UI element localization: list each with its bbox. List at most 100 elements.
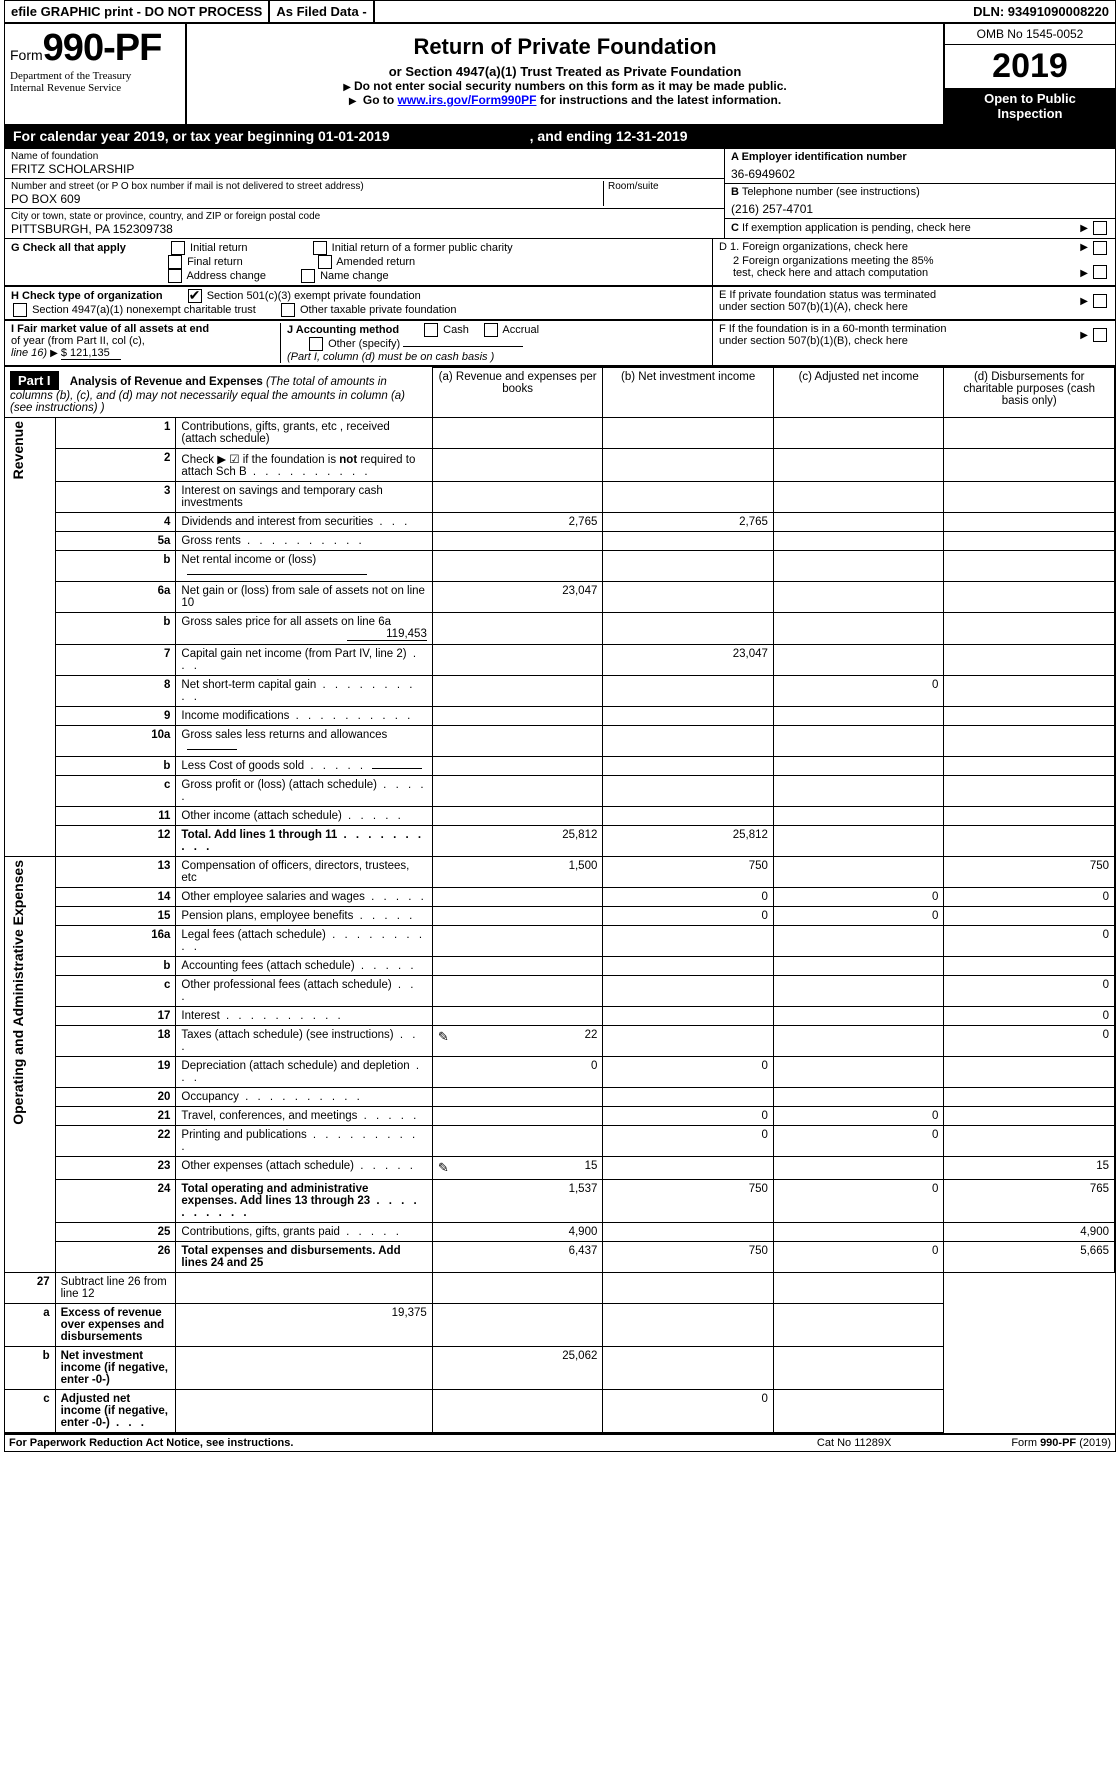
cell-c: 0 <box>603 1389 774 1432</box>
row-num: 14 <box>55 887 176 906</box>
cell-a <box>176 1272 432 1303</box>
row-num: 26 <box>55 1241 176 1272</box>
row-num: c <box>55 975 176 1006</box>
cell-c <box>773 481 944 512</box>
row-desc: Net investment income (if negative, ente… <box>55 1346 176 1389</box>
row-desc: Check ▶ ☑ if the foundation is not requi… <box>176 448 432 481</box>
cell-b <box>603 1006 774 1025</box>
header-row: Form990-PF Department of the Treasury In… <box>5 24 1115 124</box>
row-num: 18 <box>55 1025 176 1056</box>
table-row: 2Check ▶ ☑ if the foundation is not requ… <box>5 448 1115 481</box>
cell-dd <box>944 675 1115 706</box>
cell-b: 0 <box>603 906 774 925</box>
cell-dd <box>944 550 1115 581</box>
page-footer: For Paperwork Reduction Act Notice, see … <box>5 1433 1115 1451</box>
cell-dd <box>944 448 1115 481</box>
phone-value: (216) 257-4701 <box>731 198 1109 216</box>
cell-c <box>773 1025 944 1056</box>
i-label: I Fair market value of all assets at end <box>11 323 209 335</box>
fmv-value: $ 121,135 <box>61 347 121 360</box>
cell-dd <box>944 417 1115 448</box>
cell-dd: 15 <box>944 1156 1115 1179</box>
table-row: bNet investment income (if negative, ent… <box>5 1346 1115 1389</box>
h-4947-checkbox[interactable] <box>13 303 27 317</box>
cell-a <box>432 806 603 825</box>
d2-checkbox[interactable] <box>1093 265 1107 279</box>
cell-b: 25,062 <box>432 1346 603 1389</box>
row-num: 17 <box>55 1006 176 1025</box>
cell-c <box>773 806 944 825</box>
j-other-checkbox[interactable] <box>309 337 323 351</box>
table-row: 23Other expenses (attach schedule)✎1515 <box>5 1156 1115 1179</box>
dln-label: DLN: 93491090008220 <box>967 1 1115 22</box>
irs-link[interactable]: www.irs.gov/Form990PF <box>398 93 537 107</box>
footer-right: Form 990-PF (2019) <box>1011 1437 1111 1449</box>
cell-dd <box>944 756 1115 775</box>
irs-label: Internal Revenue Service <box>10 82 180 94</box>
city-value: PITTSBURGH, PA 152309738 <box>11 222 718 236</box>
cell-dd: 0 <box>944 925 1115 956</box>
cell-a <box>176 1389 432 1432</box>
cell-dd <box>944 1056 1115 1087</box>
row-num: 24 <box>55 1179 176 1222</box>
f-checkbox[interactable] <box>1093 328 1107 342</box>
cell-a: 6,437 <box>432 1241 603 1272</box>
e-checkbox[interactable] <box>1093 294 1107 308</box>
table-row: bLess Cost of goods sold <box>5 756 1115 775</box>
row-num: 3 <box>55 481 176 512</box>
cell-dd: 0 <box>944 887 1115 906</box>
calendar-year-bar: For calendar year 2019, or tax year begi… <box>5 124 1115 148</box>
attachment-icon: ✎ <box>438 1029 449 1045</box>
row-desc: Legal fees (attach schedule) <box>176 925 432 956</box>
table-row: 22Printing and publications00 <box>5 1125 1115 1156</box>
g-name-checkbox[interactable] <box>301 269 315 283</box>
cell-dd <box>944 956 1115 975</box>
row-num: b <box>55 956 176 975</box>
g-final-checkbox[interactable] <box>168 255 182 269</box>
row-num: 11 <box>55 806 176 825</box>
row-num: 15 <box>55 906 176 925</box>
cell-c <box>773 1087 944 1106</box>
addr-label: Number and street (or P O box number if … <box>11 181 603 192</box>
cell-c: 0 <box>773 887 944 906</box>
g-amended-checkbox[interactable] <box>318 255 332 269</box>
cell-dd <box>773 1272 944 1303</box>
cell-dd <box>944 825 1115 856</box>
cell-b <box>432 1272 603 1303</box>
j-cash-checkbox[interactable] <box>424 323 438 337</box>
cell-a <box>432 481 603 512</box>
row-desc: Net short-term capital gain <box>176 675 432 706</box>
pending-checkbox[interactable] <box>1093 221 1107 235</box>
row-num: a <box>5 1303 55 1346</box>
d1-checkbox[interactable] <box>1093 241 1107 255</box>
g-address-checkbox[interactable] <box>168 269 182 283</box>
row-desc: Taxes (attach schedule) (see instruction… <box>176 1025 432 1056</box>
cell-c <box>773 1056 944 1087</box>
note-1: Do not enter social security numbers on … <box>197 79 933 93</box>
j-accrual-checkbox[interactable] <box>484 323 498 337</box>
col-c-header: (c) Adjusted net income <box>773 368 944 418</box>
table-row: 27Subtract line 26 from line 12 <box>5 1272 1115 1303</box>
city-label: City or town, state or province, country… <box>11 211 718 222</box>
cell-a <box>432 1006 603 1025</box>
g-initial-checkbox[interactable] <box>171 241 185 255</box>
col-d-header: (d) Disbursements for charitable purpose… <box>944 368 1115 418</box>
cell-a <box>176 1346 432 1389</box>
cell-c <box>773 581 944 612</box>
row-desc: Net gain or (loss) from sale of assets n… <box>176 581 432 612</box>
cell-c <box>773 1222 944 1241</box>
cell-b <box>603 550 774 581</box>
cell-dd <box>944 706 1115 725</box>
table-row: 19Depreciation (attach schedule) and dep… <box>5 1056 1115 1087</box>
cell-dd <box>773 1303 944 1346</box>
cell-c: 0 <box>773 1241 944 1272</box>
tax-year: 2019 <box>945 45 1115 88</box>
cell-b <box>603 481 774 512</box>
row-desc: Occupancy <box>176 1087 432 1106</box>
g-initial-former-checkbox[interactable] <box>313 241 327 255</box>
efile-label: efile GRAPHIC print - DO NOT PROCESS <box>5 1 270 22</box>
cell-a: 4,900 <box>432 1222 603 1241</box>
attachment-icon: ✎ <box>438 1160 449 1176</box>
h-other-checkbox[interactable] <box>281 303 295 317</box>
h-501c3-checkbox[interactable] <box>188 289 202 303</box>
